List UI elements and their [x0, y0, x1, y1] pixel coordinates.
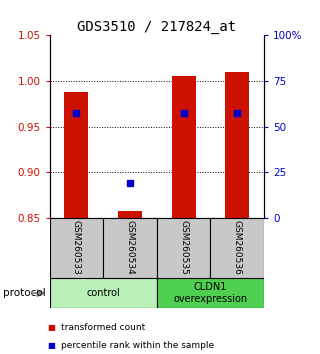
- Bar: [157, 218, 211, 278]
- Text: percentile rank within the sample: percentile rank within the sample: [61, 341, 214, 350]
- Bar: [172, 76, 196, 218]
- Bar: [50, 278, 157, 308]
- Text: GSM260534: GSM260534: [125, 221, 134, 275]
- Text: GSM260536: GSM260536: [233, 220, 242, 275]
- Text: protocol: protocol: [3, 288, 46, 298]
- Bar: [103, 218, 157, 278]
- Text: transformed count: transformed count: [61, 323, 145, 332]
- Text: CLDN1
overexpression: CLDN1 overexpression: [173, 282, 247, 304]
- Bar: [118, 211, 142, 218]
- Bar: [225, 72, 249, 218]
- Text: ■: ■: [47, 323, 55, 332]
- Text: control: control: [86, 288, 120, 298]
- Title: GDS3510 / 217824_at: GDS3510 / 217824_at: [77, 21, 236, 34]
- Bar: [211, 218, 264, 278]
- Bar: [64, 92, 88, 218]
- Text: GSM260533: GSM260533: [72, 220, 81, 275]
- Bar: [157, 278, 264, 308]
- Text: ■: ■: [47, 341, 55, 350]
- Bar: [50, 218, 103, 278]
- Text: GSM260535: GSM260535: [179, 220, 188, 275]
